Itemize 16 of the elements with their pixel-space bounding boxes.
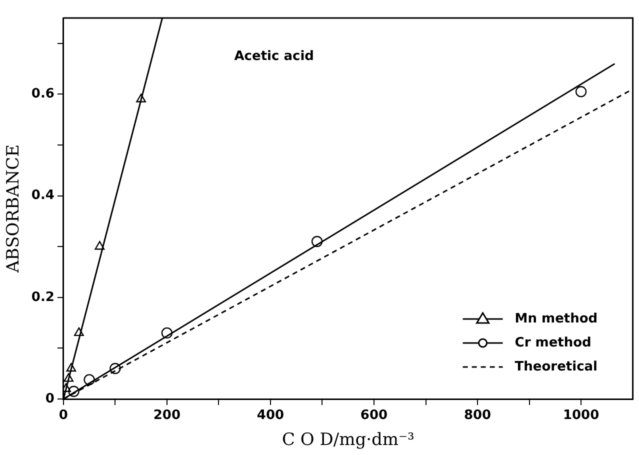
y-tick-label: 0 xyxy=(45,391,54,406)
legend-label: Theoretical xyxy=(514,359,598,374)
x-tick-label: 600 xyxy=(360,408,388,424)
annotation: Acetic acid xyxy=(234,49,314,64)
y-tick-label: 0.6 xyxy=(31,86,54,102)
x-tick-label: 400 xyxy=(256,408,284,424)
y-tick-label: 0.4 xyxy=(31,188,54,204)
legend-label: Mn method xyxy=(514,311,598,326)
legend-label: Cr method xyxy=(514,335,592,350)
y-axis-title: ABSORBANCE xyxy=(4,144,24,274)
x-tick-label: 200 xyxy=(153,408,181,424)
x-tick-label: 1000 xyxy=(562,408,600,424)
x-axis-title: C O D/mg·dm⁻³ xyxy=(282,430,414,450)
x-tick-label: 800 xyxy=(464,408,492,424)
x-tick-label: 0 xyxy=(58,408,68,424)
y-tick-label: 0.2 xyxy=(31,290,54,305)
